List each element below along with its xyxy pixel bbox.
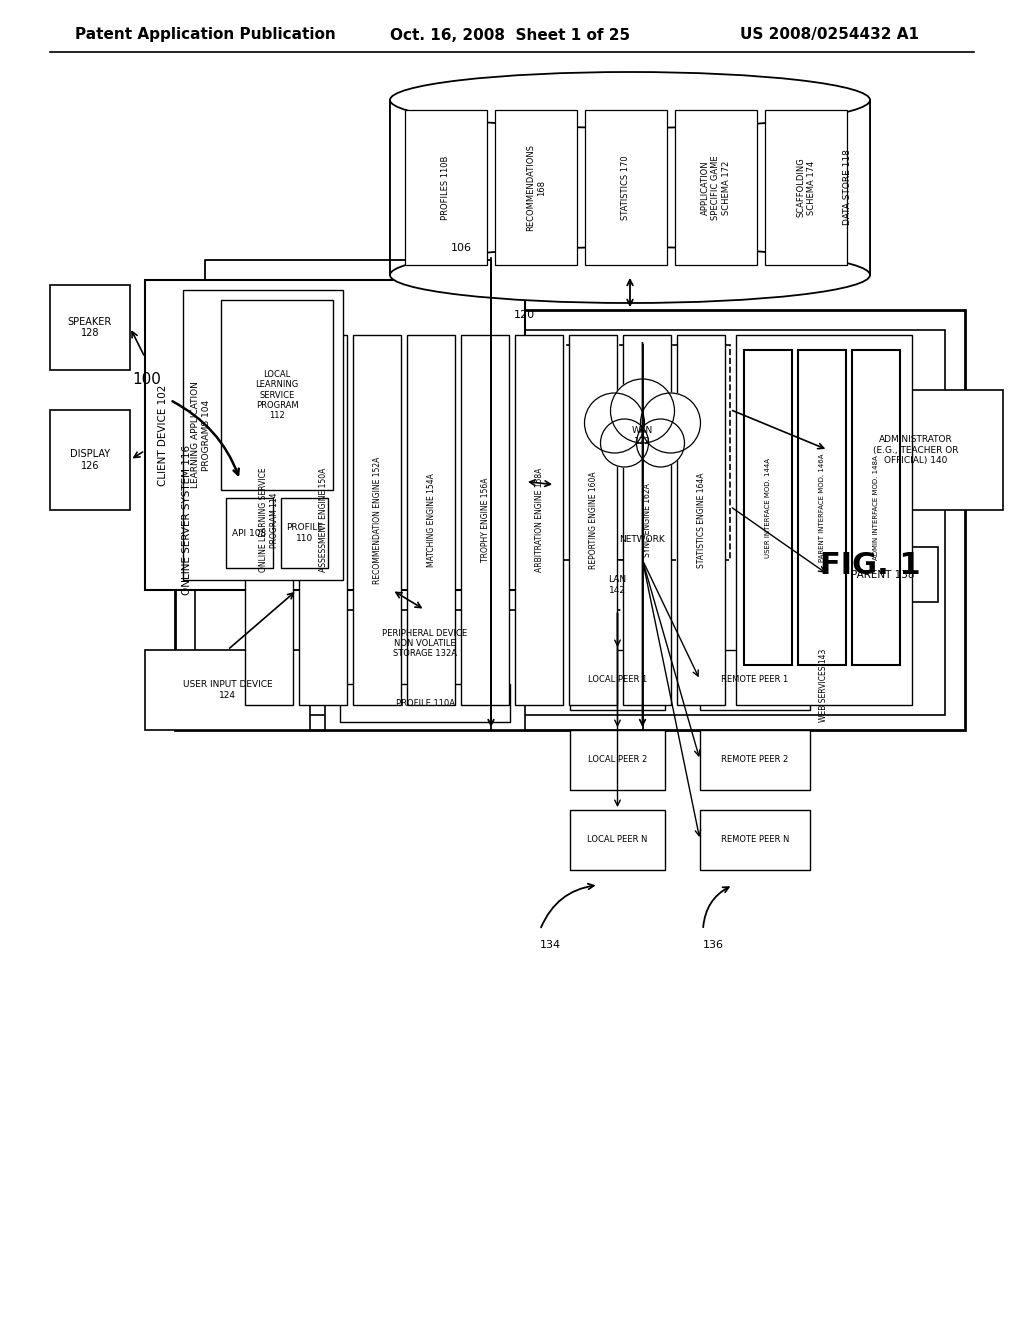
Text: DISPLAY
126: DISPLAY 126 bbox=[70, 449, 110, 471]
Text: ADMINISTRATOR
(E.G., TEACHER OR
OFFICIAL) 140: ADMINISTRATOR (E.G., TEACHER OR OFFICIAL… bbox=[872, 436, 958, 465]
Text: MATCHING ENGINE 154A: MATCHING ENGINE 154A bbox=[427, 473, 435, 566]
Bar bbox=[700, 730, 810, 789]
Bar bbox=[195, 330, 945, 715]
Text: LOCAL
LEARNING
SERVICE
PROGRAM
112: LOCAL LEARNING SERVICE PROGRAM 112 bbox=[255, 370, 299, 420]
Text: CLIENT DEVICE 102: CLIENT DEVICE 102 bbox=[158, 384, 168, 486]
Text: LOCAL PEER N: LOCAL PEER N bbox=[588, 836, 648, 845]
Text: API 108: API 108 bbox=[232, 528, 266, 537]
Circle shape bbox=[610, 379, 675, 444]
Text: DATA STORE 118: DATA STORE 118 bbox=[844, 149, 853, 226]
Bar bbox=[623, 335, 671, 705]
Bar bbox=[744, 350, 792, 665]
Text: ONLINE LEARNING SERVICE
PROGRAM 114: ONLINE LEARNING SERVICE PROGRAM 114 bbox=[259, 467, 279, 573]
Text: STATISTICS ENGINE 164A: STATISTICS ENGINE 164A bbox=[696, 473, 706, 568]
Ellipse shape bbox=[390, 73, 870, 128]
Text: PROFILE
110: PROFILE 110 bbox=[286, 523, 323, 543]
Bar bbox=[145, 280, 525, 590]
Bar bbox=[570, 649, 665, 710]
Text: ADMIN INTERFACE MOD. 148A: ADMIN INTERFACE MOD. 148A bbox=[873, 455, 879, 560]
Bar bbox=[175, 310, 965, 730]
Bar bbox=[515, 335, 563, 705]
Bar bbox=[353, 335, 401, 705]
Text: 120: 120 bbox=[514, 310, 535, 319]
Ellipse shape bbox=[390, 247, 870, 304]
Bar bbox=[495, 110, 577, 265]
Text: US 2008/0254432 A1: US 2008/0254432 A1 bbox=[740, 28, 919, 42]
Bar bbox=[852, 350, 900, 665]
Text: PROFILES 110B: PROFILES 110B bbox=[441, 156, 451, 219]
Bar bbox=[555, 345, 730, 560]
Text: FIG. 1: FIG. 1 bbox=[819, 550, 921, 579]
Bar bbox=[765, 110, 847, 265]
Text: SYNC ENGINE 162A: SYNC ENGINE 162A bbox=[642, 483, 651, 557]
Text: SCAFFOLDING
SCHEMA 174: SCAFFOLDING SCHEMA 174 bbox=[797, 157, 816, 218]
Text: SPEAKER
128: SPEAKER 128 bbox=[68, 317, 112, 338]
Bar bbox=[569, 335, 617, 705]
Text: PERIPHERAL DEVICE
NON VOLATILE
STORAGE 132A: PERIPHERAL DEVICE NON VOLATILE STORAGE 1… bbox=[382, 628, 468, 659]
Circle shape bbox=[585, 393, 644, 453]
Bar bbox=[570, 560, 665, 610]
Bar bbox=[570, 730, 665, 789]
Text: USER INPUT DEVICE
124: USER INPUT DEVICE 124 bbox=[182, 680, 272, 700]
Text: NETWORK: NETWORK bbox=[620, 536, 666, 544]
Text: 134: 134 bbox=[540, 940, 560, 950]
Text: ARBITRATION ENGINE 158A: ARBITRATION ENGINE 158A bbox=[535, 467, 544, 572]
Text: Patent Application Publication: Patent Application Publication bbox=[75, 28, 336, 42]
Text: PROFILE 110A: PROFILE 110A bbox=[395, 698, 455, 708]
Circle shape bbox=[640, 393, 700, 453]
Text: 136: 136 bbox=[702, 940, 724, 950]
Bar bbox=[245, 335, 293, 705]
Bar bbox=[299, 335, 347, 705]
Bar bbox=[461, 335, 509, 705]
Bar bbox=[828, 546, 938, 602]
Text: LAN
142: LAN 142 bbox=[608, 576, 627, 595]
Bar bbox=[675, 110, 757, 265]
Bar bbox=[281, 498, 328, 568]
Text: REPORTING ENGINE 160A: REPORTING ENGINE 160A bbox=[589, 471, 597, 569]
Bar bbox=[221, 300, 333, 490]
Circle shape bbox=[637, 418, 684, 467]
Text: USER INTERFACE MOD. 144A: USER INTERFACE MOD. 144A bbox=[765, 458, 771, 557]
Bar bbox=[798, 350, 846, 665]
Text: LEARNING APPLICATION
PROGRAMS 104: LEARNING APPLICATION PROGRAMS 104 bbox=[191, 381, 211, 488]
Bar bbox=[585, 110, 667, 265]
Text: ASSESSMENT ENGINE 150A: ASSESSMENT ENGINE 150A bbox=[318, 467, 328, 572]
Text: 106: 106 bbox=[451, 243, 471, 253]
Bar bbox=[736, 335, 912, 705]
Text: RECOMMENDATION ENGINE 152A: RECOMMENDATION ENGINE 152A bbox=[373, 457, 382, 583]
Text: PARENT INTERFACE MOD. 146A: PARENT INTERFACE MOD. 146A bbox=[819, 453, 825, 562]
Bar bbox=[570, 810, 665, 870]
Text: WAN
122: WAN 122 bbox=[632, 426, 653, 446]
Text: REMOTE PEER 2: REMOTE PEER 2 bbox=[721, 755, 788, 764]
Bar bbox=[183, 290, 343, 579]
Bar bbox=[340, 684, 510, 722]
Text: WEB SERVICES 143: WEB SERVICES 143 bbox=[819, 648, 828, 722]
Text: ONLINE SERVER SYSTEM 116: ONLINE SERVER SYSTEM 116 bbox=[182, 445, 193, 595]
Bar bbox=[700, 810, 810, 870]
Bar bbox=[406, 110, 487, 265]
Bar bbox=[325, 610, 525, 730]
Text: REMOTE PEER 1: REMOTE PEER 1 bbox=[721, 676, 788, 685]
Text: LOCAL PEER 2: LOCAL PEER 2 bbox=[588, 755, 647, 764]
Circle shape bbox=[600, 418, 648, 467]
Text: Oct. 16, 2008  Sheet 1 of 25: Oct. 16, 2008 Sheet 1 of 25 bbox=[390, 28, 630, 42]
Text: STATISTICS 170: STATISTICS 170 bbox=[622, 156, 631, 220]
Text: TROPHY ENGINE 156A: TROPHY ENGINE 156A bbox=[480, 478, 489, 562]
Text: RECOMMENDATIONS
168: RECOMMENDATIONS 168 bbox=[526, 144, 546, 231]
Bar bbox=[407, 335, 455, 705]
Bar bbox=[145, 649, 310, 730]
Text: 100: 100 bbox=[132, 372, 161, 388]
Bar bbox=[50, 285, 130, 370]
Bar bbox=[390, 100, 870, 275]
Bar bbox=[828, 389, 1002, 510]
Bar bbox=[677, 335, 725, 705]
Bar bbox=[700, 649, 810, 710]
Text: LOCAL PEER 1: LOCAL PEER 1 bbox=[588, 676, 647, 685]
Bar bbox=[50, 411, 130, 510]
Bar bbox=[226, 498, 273, 568]
Text: PARENT 138: PARENT 138 bbox=[851, 569, 914, 579]
Text: APPLICATION
SPECIFIC GAME
SCHEMA 172: APPLICATION SPECIFIC GAME SCHEMA 172 bbox=[701, 156, 731, 220]
Text: REMOTE PEER N: REMOTE PEER N bbox=[721, 836, 790, 845]
